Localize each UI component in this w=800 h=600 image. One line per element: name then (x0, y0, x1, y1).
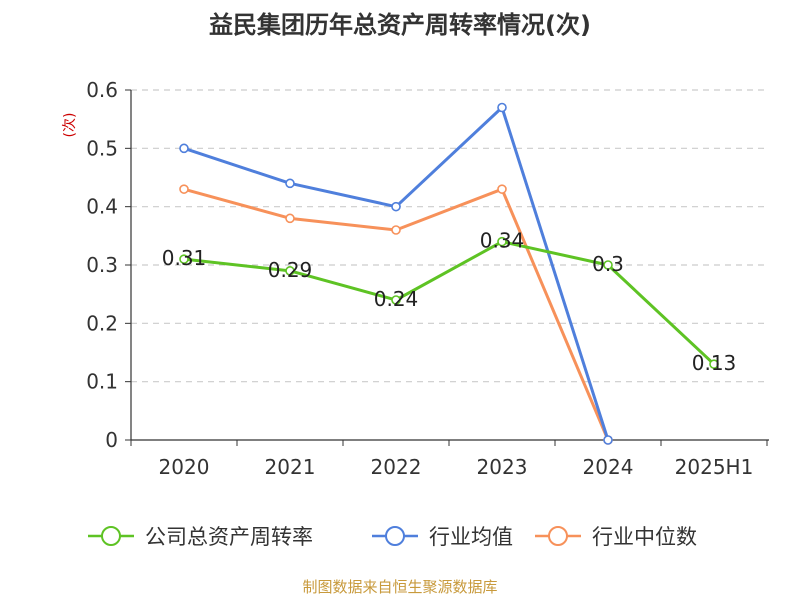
legend-item-1[interactable]: 行业均值 (372, 525, 513, 549)
grid-lines (131, 89, 767, 383)
legend-item-2[interactable]: 行业中位数 (535, 525, 697, 549)
data-point (497, 102, 507, 113)
y-tick-label: 0.2 (86, 311, 118, 335)
x-tick-label: 2022 (371, 455, 422, 479)
data-point (179, 254, 189, 264)
data-point (497, 236, 507, 247)
source-note: 制图数据来自恒生聚源数据库 (302, 578, 497, 596)
y-axis-unit-label: (次) (62, 113, 78, 138)
x-tick-label: 2020 (159, 455, 210, 479)
data-point (285, 213, 295, 224)
y-tick-label: 0.6 (86, 78, 118, 102)
data-label: 0.24 (374, 287, 419, 311)
x-tick-label: 2024 (583, 455, 634, 479)
axes: 0 0.1 0.2 0.3 0.4 0.5 0.6 2020 2021 2022 2023 2024 2… (86, 78, 769, 479)
data-point (179, 143, 189, 154)
data-point (709, 359, 719, 369)
data-label: 0.34 (480, 229, 525, 253)
legend-marker-icon (548, 526, 568, 546)
x-tick-label: 2021 (265, 455, 316, 479)
data-point (391, 225, 401, 235)
data-point (603, 435, 613, 445)
y-tick-label: 0 (105, 428, 118, 452)
legend-item-0[interactable]: 公司总资产周转率 (88, 525, 313, 549)
y-tick-label: 0.3 (86, 253, 118, 277)
data-point (391, 201, 401, 212)
y-tick-label: 0.1 (86, 370, 118, 394)
x-tick-label: 2023 (477, 455, 528, 479)
legend-marker-icon (385, 526, 405, 546)
data-point (179, 184, 189, 194)
y-tick-label: 0.4 (86, 195, 118, 219)
data-label: 0.3 (592, 252, 624, 276)
chart-title: 益民集团历年总资产周转率情况(次) (209, 11, 591, 39)
data-point (285, 178, 295, 189)
legend-label: 行业中位数 (592, 525, 697, 549)
legend-label: 行业均值 (429, 525, 513, 549)
data-point (391, 295, 401, 305)
series-lines (179, 102, 719, 445)
series-line-1 (183, 106, 610, 441)
x-tick-label: 2025H1 (675, 455, 754, 479)
y-tick-label: 0.5 (86, 136, 118, 160)
data-label: 0.29 (268, 258, 313, 282)
legend[interactable]: 公司总资产周转率 行业均值 行业中位数 (88, 525, 697, 549)
data-labels: 0.31 0.29 0.24 0.34 0.3 0.13 (162, 229, 737, 375)
data-label: 0.13 (692, 351, 737, 375)
data-point (285, 266, 295, 276)
legend-marker-icon (101, 526, 121, 546)
series-line-0 (183, 240, 716, 366)
data-point (603, 260, 613, 270)
data-point (497, 184, 507, 194)
data-label: 0.31 (162, 246, 207, 270)
legend-label: 公司总资产周转率 (145, 525, 313, 549)
